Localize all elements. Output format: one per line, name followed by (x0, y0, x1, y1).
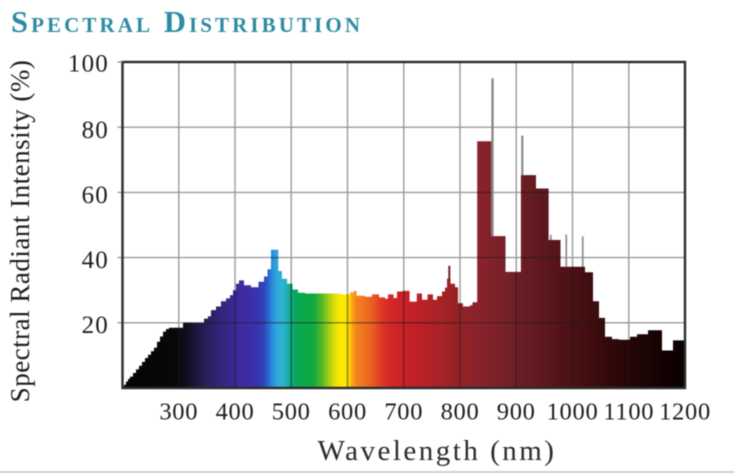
svg-text:1200: 1200 (659, 399, 711, 426)
svg-text:1000: 1000 (547, 399, 599, 426)
svg-text:80: 80 (82, 117, 109, 144)
svg-text:800: 800 (441, 399, 480, 426)
svg-text:600: 600 (328, 399, 367, 426)
svg-text:Spectral Radiant Intensity (%): Spectral Radiant Intensity (%) (5, 60, 35, 403)
svg-text:900: 900 (497, 399, 536, 426)
svg-text:100: 100 (68, 51, 109, 78)
svg-text:500: 500 (272, 399, 311, 426)
svg-text:700: 700 (384, 399, 423, 426)
svg-text:Spectral Distribution: Spectral Distribution (11, 5, 363, 39)
svg-text:300: 300 (159, 399, 198, 426)
svg-text:60: 60 (82, 182, 109, 209)
svg-text:20: 20 (82, 312, 109, 339)
svg-text:400: 400 (216, 399, 255, 426)
svg-text:40: 40 (82, 247, 109, 274)
svg-text:1100: 1100 (603, 399, 654, 426)
svg-text:Wavelength (nm): Wavelength (nm) (318, 435, 557, 467)
